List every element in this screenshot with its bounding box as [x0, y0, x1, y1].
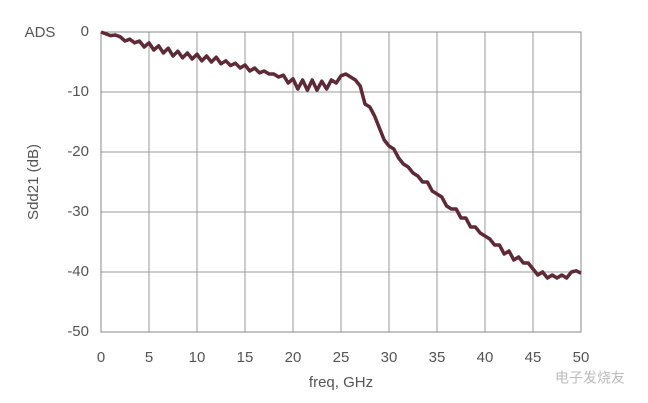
chart-title: ADS [25, 24, 56, 41]
x-tick-label: 30 [381, 349, 398, 366]
x-tick-label: 20 [285, 349, 302, 366]
x-tick-label: 50 [573, 349, 590, 366]
x-tick-label: 10 [189, 349, 206, 366]
y-tick-label: -10 [67, 83, 89, 100]
y-tick-label: 0 [81, 23, 89, 40]
x-tick-label: 15 [237, 349, 254, 366]
watermark: 电子发烧友 [555, 370, 625, 386]
plot-frame [100, 31, 582, 333]
x-tick-label: 40 [477, 349, 494, 366]
y-axis-label: Sdd21 (dB) [25, 144, 42, 220]
y-tick-label: -40 [67, 263, 89, 280]
x-tick-label: 35 [429, 349, 446, 366]
y-tick-label: -20 [67, 143, 89, 160]
y-tick-label: -30 [67, 203, 89, 220]
data-line [100, 30, 582, 280]
y-tick-label: -50 [67, 323, 89, 340]
x-tick-label: 45 [525, 349, 542, 366]
x-axis-label: freq, GHz [309, 374, 373, 391]
x-tick-label: 25 [333, 349, 350, 366]
x-tick-label: 5 [145, 349, 153, 366]
x-tick-label: 0 [97, 349, 105, 366]
